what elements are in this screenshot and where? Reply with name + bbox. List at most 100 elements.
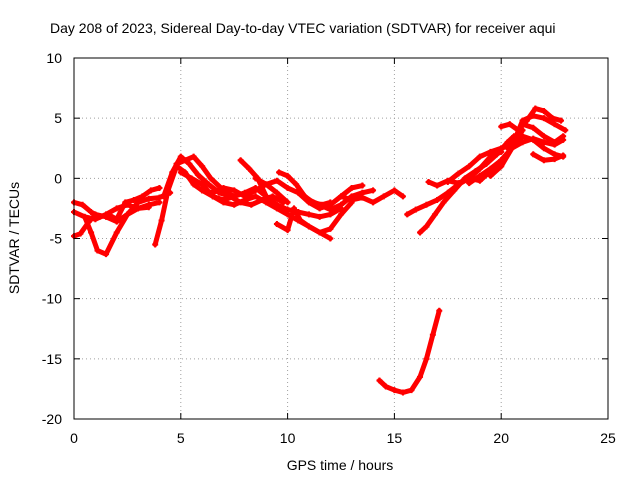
data-point [498,123,505,130]
data-point [263,193,270,200]
data-point [246,165,253,172]
data-point [380,193,387,200]
series-line [530,151,566,163]
data-point [273,201,280,208]
data-point [124,211,131,218]
data-point [540,107,547,114]
data-point [327,225,334,232]
series-track-22 [487,133,567,179]
data-point [284,206,291,213]
data-point [113,218,120,225]
data-point [451,187,458,194]
data-point [429,331,436,338]
data-point [158,217,165,224]
data-point [291,205,298,212]
data-point [348,184,355,191]
data-point [472,168,479,175]
data-point [103,251,110,258]
data-point [506,121,513,128]
data-point [487,165,494,172]
x-tick-label: 5 [177,430,185,446]
data-point [276,169,283,176]
x-axis-label: GPS time / hours [287,457,394,473]
data-point [241,193,248,200]
data-point [135,199,142,206]
data-point [305,223,312,230]
data-point [487,172,494,179]
series-track-16 [376,307,443,396]
series-line [174,154,269,199]
data-point [558,117,565,124]
data-point [124,201,131,208]
data-point [487,148,494,155]
data-point [423,355,430,362]
data-point [145,195,152,202]
data-point [530,124,537,131]
data-point [431,211,438,218]
data-point [316,213,323,220]
data-point [327,235,334,242]
data-point [295,187,302,194]
series-line [376,308,442,396]
data-point [293,181,300,188]
y-tick-label: 10 [46,50,62,66]
data-point [231,201,238,208]
data-point [519,133,526,140]
data-point [530,151,537,158]
grid [74,58,608,419]
data-point [551,121,558,128]
data-point [476,153,483,160]
data-point [540,133,547,140]
data-point [273,177,280,184]
data-point [498,163,505,170]
y-axis-label: SDTVAR / TECUs [6,182,22,294]
data-point [466,163,473,170]
data-point [444,178,451,185]
data-point [532,105,539,112]
data-point [412,206,419,213]
data-point [248,201,255,208]
data-point [169,169,176,176]
data-point [284,199,291,206]
data-point [199,163,206,170]
data-point [231,187,238,194]
data-point [305,196,312,203]
data-point [434,196,441,203]
data-point [370,187,377,194]
data-point [145,204,152,211]
data-point [188,175,195,182]
data-point [316,229,323,236]
data-point [523,117,530,124]
data-point [399,389,406,396]
data-point [359,182,366,189]
data-point [455,170,462,177]
data-point [297,217,304,224]
data-point [425,178,432,185]
series-track-14 [295,187,377,213]
data-point [177,169,184,176]
data-point [513,133,520,140]
x-tick-label: 20 [493,430,509,446]
data-point [209,189,216,196]
series-track-9 [199,181,291,206]
data-point [436,307,443,314]
data-point [327,206,334,213]
data-point [338,193,344,200]
data-point [113,229,120,236]
data-point [316,201,323,208]
data-point [455,180,462,187]
data-point [359,194,366,201]
x-tick-label: 25 [600,430,616,446]
x-tick-label: 10 [280,430,296,446]
axis-ticks: 0 5 10 15 20 25 -20 -15 -10 -5 0 5 10 [42,50,616,446]
data-point [186,160,193,167]
data-point [551,139,558,146]
data-point [182,157,189,164]
data-point [252,187,259,194]
data-point [560,152,567,159]
data-point [252,175,259,182]
data-point [408,387,415,394]
data-point [79,201,86,208]
data-point [399,193,406,200]
